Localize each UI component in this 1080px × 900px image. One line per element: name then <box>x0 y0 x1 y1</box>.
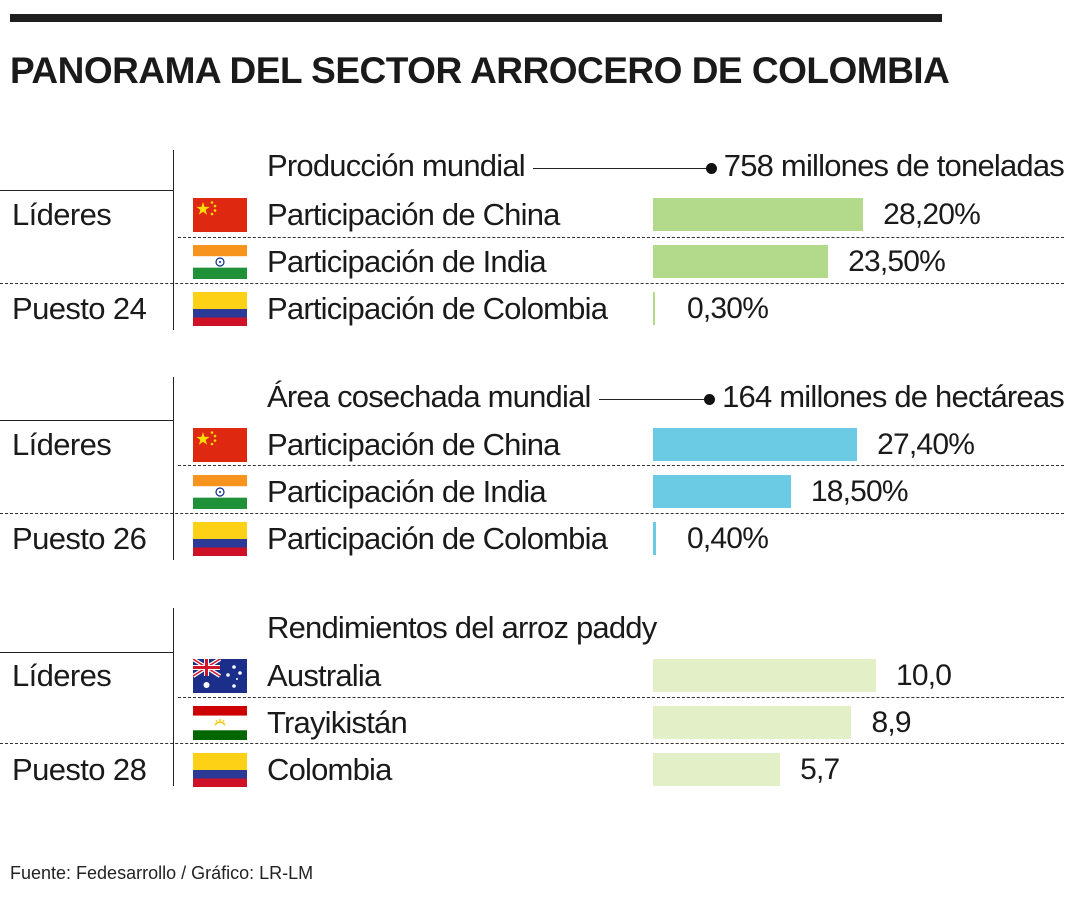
bar <box>653 753 781 786</box>
china-flag <box>193 428 247 462</box>
section-title: Rendimientos del arroz paddy <box>267 610 657 645</box>
section-rule <box>0 190 173 191</box>
india-flag <box>193 245 247 279</box>
bar-value-label: 0,40% <box>687 522 769 555</box>
row-separator <box>178 237 1064 238</box>
section-total-value: 758 millones de toneladas <box>723 148 1065 183</box>
section-divider-line <box>173 377 174 560</box>
group-label: Líderes <box>12 658 112 693</box>
bar-value-label: 23,50% <box>848 245 946 278</box>
section-rule <box>0 420 173 421</box>
bar-value-label: 5,7 <box>800 753 840 786</box>
section-title: Producción mundial <box>267 148 526 183</box>
row-label: Participación de India <box>267 244 547 279</box>
bar-value-label: 0,30% <box>687 292 769 325</box>
bar <box>653 522 656 555</box>
china-flag <box>193 198 247 232</box>
section-divider-line <box>173 150 174 330</box>
section-total-value: 164 millones de hectáreas <box>722 379 1065 414</box>
bar <box>653 428 858 461</box>
section-divider-line <box>173 608 174 786</box>
bar <box>653 475 791 508</box>
row-label: Trayikistán <box>267 705 408 740</box>
group-label: Líderes <box>12 197 112 232</box>
section-connector-dot <box>705 163 717 174</box>
group-label: Puesto 26 <box>12 521 147 556</box>
bar <box>653 198 864 231</box>
group-label: Líderes <box>12 427 112 462</box>
india-flag <box>193 475 247 509</box>
row-label: Participación de Colombia <box>267 291 608 326</box>
row-label: Australia <box>267 658 381 693</box>
chart-title: PANORAMA DEL SECTOR ARROCERO DE COLOMBIA <box>10 50 950 91</box>
colombia-flag <box>193 292 247 326</box>
group-label: Puesto 28 <box>12 752 147 787</box>
bar-value-label: 18,50% <box>810 475 909 508</box>
tajikistan-flag <box>193 706 247 740</box>
section-connector-dot <box>704 394 716 405</box>
australia-flag <box>193 659 247 693</box>
bar-value-label: 27,40% <box>877 428 975 461</box>
section-connector-line <box>598 399 709 400</box>
colombia-flag <box>193 753 247 787</box>
group-label: Puesto 24 <box>12 291 147 326</box>
row-label: Colombia <box>267 752 392 787</box>
section-rule <box>0 652 173 653</box>
bar-value-label: 10,0 <box>896 659 952 692</box>
row-separator <box>178 465 1064 466</box>
bar <box>653 245 829 278</box>
row-label: Participación de China <box>267 197 560 232</box>
row-separator <box>0 513 1064 514</box>
colombia-flag <box>193 522 247 556</box>
bar-value-label: 28,20% <box>883 198 981 231</box>
top-rule <box>10 14 942 22</box>
bar <box>653 659 876 692</box>
source-note: Fuente: Fedesarrollo / Gráfico: LR-LM <box>10 863 314 883</box>
section-title: Área cosechada mundial <box>267 379 591 414</box>
row-separator <box>0 283 1064 284</box>
row-label: Participación de Colombia <box>267 521 608 556</box>
row-label: Participación de China <box>267 427 560 462</box>
bar <box>653 292 656 325</box>
bar <box>653 706 852 739</box>
bar-value-label: 8,9 <box>871 706 911 739</box>
row-separator <box>0 743 1064 744</box>
row-label: Participación de India <box>267 474 547 509</box>
row-separator <box>178 697 1064 698</box>
section-connector-line <box>532 168 710 169</box>
